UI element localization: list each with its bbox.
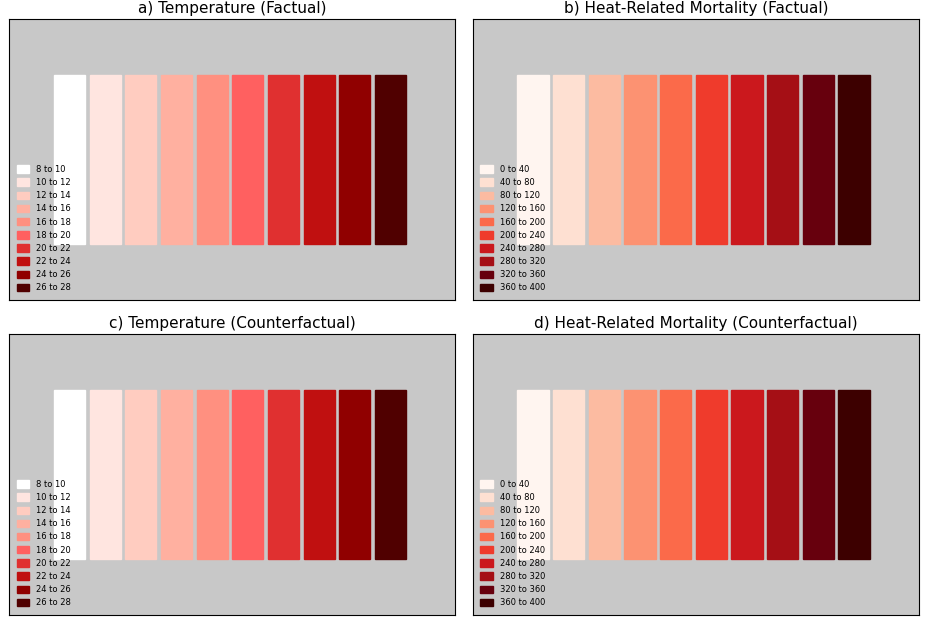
Bar <box>552 75 584 243</box>
Bar <box>54 75 85 243</box>
Bar <box>54 390 85 558</box>
Bar <box>589 390 619 558</box>
Title: d) Heat-Related Mortality (Counterfactual): d) Heat-Related Mortality (Counterfactua… <box>533 316 857 331</box>
Bar <box>838 390 869 558</box>
Bar <box>730 390 762 558</box>
Bar <box>375 390 406 558</box>
Bar <box>659 390 691 558</box>
Bar <box>730 75 762 243</box>
Bar <box>303 390 335 558</box>
Bar <box>767 390 797 558</box>
Bar <box>160 390 192 558</box>
Bar <box>303 75 335 243</box>
Bar <box>695 390 726 558</box>
Bar <box>268 390 298 558</box>
Bar <box>197 390 227 558</box>
Bar <box>838 75 869 243</box>
Legend: 0 to 40, 40 to 80, 80 to 120, 120 to 160, 160 to 200, 200 to 240, 240 to 280, 28: 0 to 40, 40 to 80, 80 to 120, 120 to 160… <box>476 476 548 610</box>
Bar <box>767 75 797 243</box>
Bar <box>268 75 298 243</box>
Title: b) Heat-Related Mortality (Factual): b) Heat-Related Mortality (Factual) <box>563 1 827 16</box>
Bar <box>552 390 584 558</box>
Bar <box>197 75 227 243</box>
Bar <box>125 75 157 243</box>
Bar <box>659 75 691 243</box>
Bar <box>517 75 548 243</box>
Bar <box>624 75 655 243</box>
Legend: 8 to 10, 10 to 12, 12 to 14, 14 to 16, 16 to 18, 18 to 20, 20 to 22, 22 to 24, 2: 8 to 10, 10 to 12, 12 to 14, 14 to 16, 1… <box>13 161 74 296</box>
Bar <box>89 75 121 243</box>
Bar <box>802 75 833 243</box>
Bar <box>517 390 548 558</box>
Bar <box>125 390 157 558</box>
Legend: 8 to 10, 10 to 12, 12 to 14, 14 to 16, 16 to 18, 18 to 20, 20 to 22, 22 to 24, 2: 8 to 10, 10 to 12, 12 to 14, 14 to 16, 1… <box>13 476 74 610</box>
Bar <box>624 390 655 558</box>
Bar <box>89 390 121 558</box>
Bar <box>338 390 370 558</box>
Bar <box>589 75 619 243</box>
Bar <box>232 75 263 243</box>
Bar <box>232 390 263 558</box>
Bar <box>375 75 406 243</box>
Title: c) Temperature (Counterfactual): c) Temperature (Counterfactual) <box>108 316 355 331</box>
Bar <box>338 75 370 243</box>
Bar <box>160 75 192 243</box>
Title: a) Temperature (Factual): a) Temperature (Factual) <box>138 1 326 16</box>
Bar <box>802 390 833 558</box>
Legend: 0 to 40, 40 to 80, 80 to 120, 120 to 160, 160 to 200, 200 to 240, 240 to 280, 28: 0 to 40, 40 to 80, 80 to 120, 120 to 160… <box>476 161 548 296</box>
Bar <box>695 75 726 243</box>
